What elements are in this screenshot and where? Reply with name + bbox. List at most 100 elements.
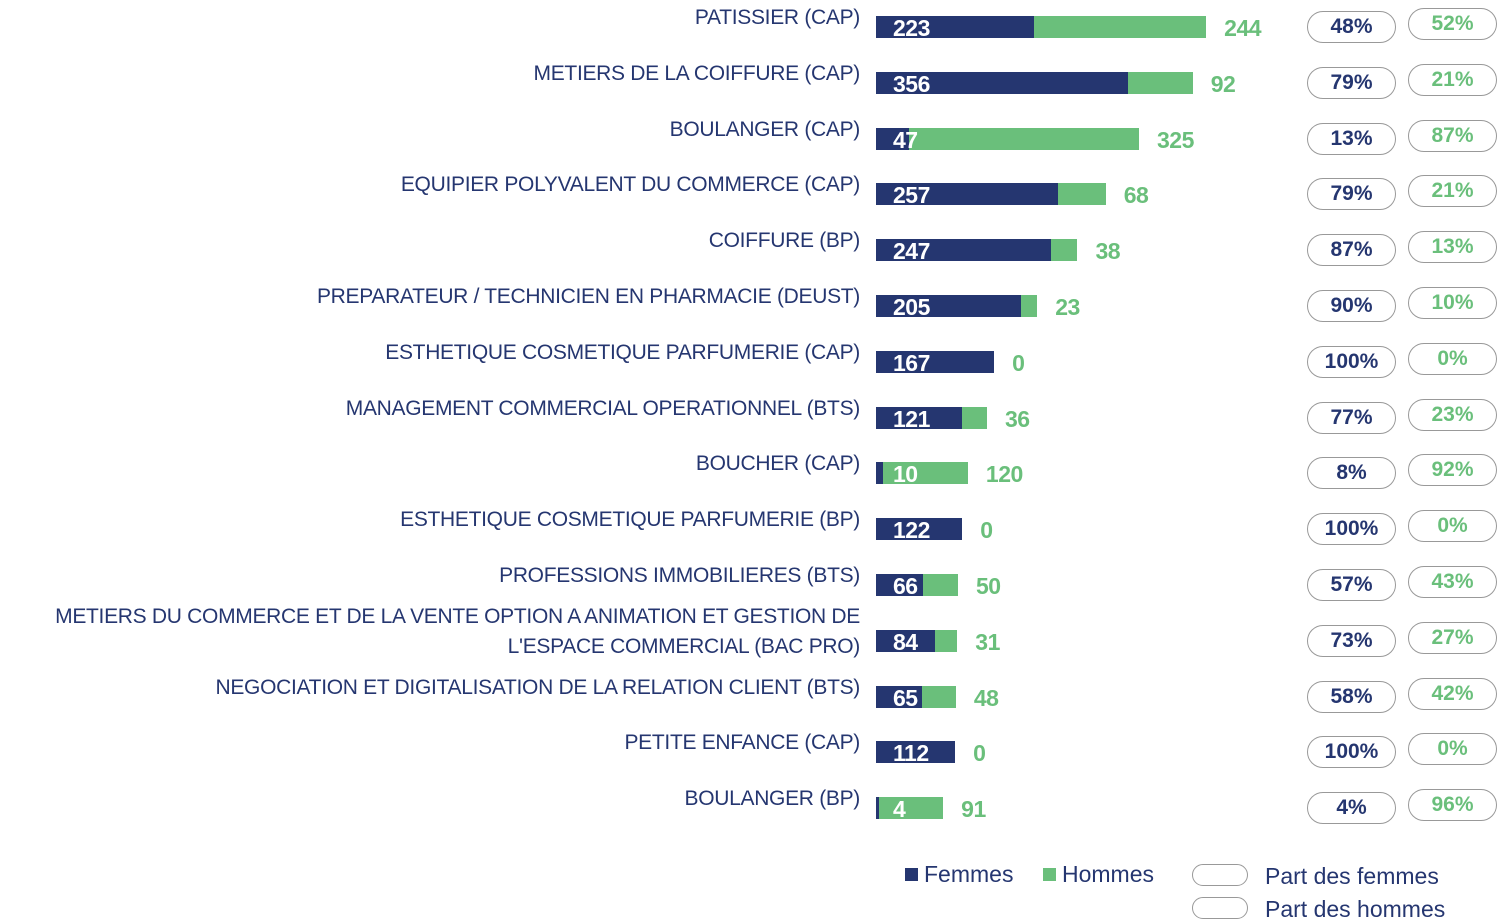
bar (876, 406, 962, 429)
bar (876, 629, 936, 652)
share-pill: 43% (1408, 566, 1497, 598)
category-label: COIFFURE (BP) (708, 229, 861, 253)
value-label: 205 (893, 294, 930, 320)
value-label: 4 (893, 796, 906, 823)
share-pill: 100% (1307, 513, 1396, 546)
bar (876, 71, 1128, 94)
value-label: 65 (893, 684, 918, 711)
category-label: PREPARATEUR / TECHNICIEN EN PHARMACIE (D… (316, 285, 860, 308)
share-pill: 52% (1408, 8, 1497, 40)
bar (876, 183, 1058, 206)
share-pill: 8% (1307, 457, 1396, 490)
value-label: 0 (980, 517, 993, 544)
share-pill: 0% (1408, 510, 1497, 543)
value-label: 244 (1224, 15, 1262, 41)
bar (876, 741, 956, 764)
category-label: BOUCHER (CAP) (695, 452, 860, 476)
bar (876, 462, 884, 485)
bar (909, 127, 1139, 150)
value-label: 0 (973, 740, 986, 767)
legend-swatch (1043, 868, 1056, 881)
share-pill: 79% (1307, 66, 1396, 99)
bar (876, 239, 1051, 262)
value-label: 247 (893, 238, 930, 265)
value-label: 10 (893, 461, 918, 488)
value-label: 120 (985, 461, 1023, 488)
bar (876, 350, 995, 373)
category-label: BOULANGER (CAP) (669, 117, 861, 141)
bar (876, 295, 1021, 317)
value-label: 38 (1095, 238, 1121, 265)
bar (921, 685, 956, 708)
share-pill: 13% (1307, 122, 1396, 155)
share-pill: 13% (1408, 231, 1497, 264)
bar (876, 127, 910, 150)
bar (876, 685, 922, 708)
value-label: 48 (973, 684, 999, 711)
bar (961, 406, 987, 429)
bar (1057, 183, 1106, 206)
value-label: 223 (893, 15, 930, 41)
share-pill: 23% (1408, 398, 1497, 431)
value-label: 91 (961, 796, 986, 823)
share-pill: 77% (1307, 401, 1396, 434)
share-pill: 87% (1408, 119, 1497, 152)
bar (935, 629, 958, 652)
share-pill: 79% (1307, 178, 1396, 211)
share-pill: 100% (1307, 345, 1396, 378)
legend-label: Femmes (924, 861, 1014, 887)
legend-pill (1192, 897, 1248, 919)
value-label: 167 (893, 349, 930, 376)
bar (876, 518, 963, 541)
bar (922, 574, 958, 596)
category-label: NEGOCIATION ET DIGITALISATION DE LA RELA… (215, 675, 860, 699)
share-pill: 21% (1408, 175, 1497, 208)
value-label: 66 (893, 573, 918, 599)
category-label: METIERS DU COMMERCE ET DE LA VENTE OPTIO… (55, 604, 860, 658)
share-pill: 27% (1408, 621, 1497, 654)
legend-label: Hommes (1062, 861, 1155, 887)
category-label: MANAGEMENT COMMERCIAL OPERATIONNEL (BTS) (345, 396, 861, 420)
share-pill: 0% (1408, 342, 1497, 375)
share-pill: 90% (1307, 290, 1396, 322)
value-label: 84 (893, 628, 918, 655)
value-label: 47 (893, 126, 918, 153)
value-label: 31 (975, 628, 1000, 655)
value-label: 325 (1157, 126, 1194, 153)
legend-swatch (905, 868, 918, 881)
share-pill: 57% (1307, 569, 1396, 601)
bar (1033, 16, 1207, 38)
category-label: BOULANGER (BP) (684, 787, 861, 811)
bar (876, 574, 923, 596)
category-label: ESTHETIQUE COSMETIQUE PARFUMERIE (BP) (400, 508, 860, 532)
category-label: ESTHETIQUE COSMETIQUE PARFUMERIE (CAP) (385, 340, 860, 364)
category-label: PETITE ENFANCE (CAP) (624, 731, 860, 755)
category-label: METIERS DE LA COIFFURE (CAP) (533, 61, 861, 85)
share-pill: 21% (1408, 63, 1497, 96)
value-label: 36 (1004, 405, 1030, 432)
category-label: PATISSIER (CAP) (694, 6, 860, 29)
share-pill: 0% (1408, 733, 1497, 766)
share-pill: 100% (1307, 736, 1396, 769)
bar (1020, 295, 1038, 317)
legend-pill (1192, 864, 1248, 886)
category-label: EQUIPIER POLYVALENT DU COMMERCE (CAP) (400, 173, 860, 197)
bar (1127, 71, 1193, 94)
legend-label: Part des femmes (1265, 863, 1439, 889)
bar (876, 16, 1034, 38)
share-pill: 73% (1307, 624, 1396, 657)
share-pill: 42% (1408, 677, 1497, 710)
value-label: 92 (1210, 70, 1236, 97)
value-label: 122 (893, 517, 930, 544)
share-pill: 48% (1307, 11, 1396, 43)
value-label: 121 (893, 405, 930, 432)
share-pill: 92% (1408, 454, 1497, 487)
value-label: 0 (1012, 349, 1025, 376)
share-pill: 58% (1307, 680, 1396, 713)
value-label: 23 (1055, 294, 1080, 320)
share-pill: 87% (1307, 234, 1396, 267)
bar (883, 462, 968, 485)
value-label: 50 (976, 573, 1001, 599)
value-label: 112 (893, 740, 929, 767)
